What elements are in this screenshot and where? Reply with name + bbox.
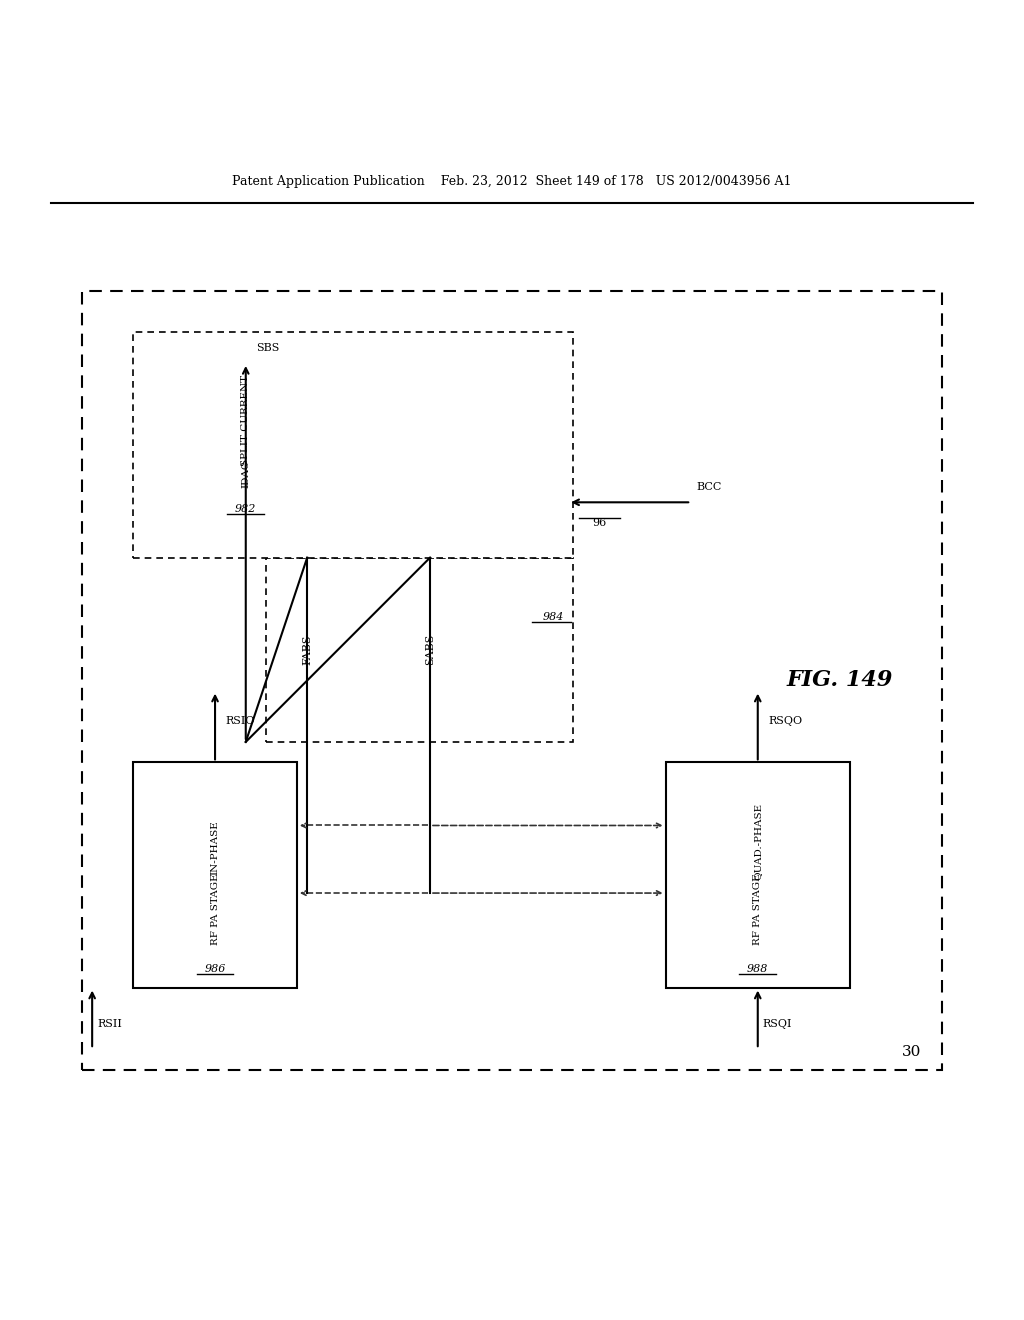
Text: RSIO: RSIO xyxy=(225,717,255,726)
FancyBboxPatch shape xyxy=(133,333,573,557)
Text: SBS: SBS xyxy=(256,343,280,352)
Text: FABS: FABS xyxy=(302,635,312,665)
FancyBboxPatch shape xyxy=(133,763,297,987)
Text: 982: 982 xyxy=(236,503,256,513)
FancyBboxPatch shape xyxy=(666,763,850,987)
FancyBboxPatch shape xyxy=(266,557,573,742)
Text: 986: 986 xyxy=(205,965,225,974)
Text: Patent Application Publication    Feb. 23, 2012  Sheet 149 of 178   US 2012/0043: Patent Application Publication Feb. 23, … xyxy=(232,174,792,187)
Text: RSQI: RSQI xyxy=(763,1019,793,1028)
Text: IN-PHASE: IN-PHASE xyxy=(211,821,219,875)
Text: RF PA STAGE: RF PA STAGE xyxy=(754,873,762,945)
Text: FIG. 149: FIG. 149 xyxy=(786,669,893,692)
Text: 30: 30 xyxy=(902,1045,921,1060)
FancyBboxPatch shape xyxy=(154,363,338,527)
Text: BCC: BCC xyxy=(696,482,722,492)
Text: 988: 988 xyxy=(748,965,768,974)
Text: RSQO: RSQO xyxy=(768,717,802,726)
Text: RSII: RSII xyxy=(97,1019,122,1028)
Text: IDAC: IDAC xyxy=(242,461,250,488)
Text: RF PA STAGE: RF PA STAGE xyxy=(211,873,219,945)
Text: SPLIT CURRENT: SPLIT CURRENT xyxy=(242,375,250,466)
Text: 984: 984 xyxy=(543,612,563,622)
Text: 96: 96 xyxy=(592,517,606,528)
FancyBboxPatch shape xyxy=(82,292,942,1069)
Text: QUAD.-PHASE: QUAD.-PHASE xyxy=(754,803,762,880)
Text: SABS: SABS xyxy=(425,634,435,665)
